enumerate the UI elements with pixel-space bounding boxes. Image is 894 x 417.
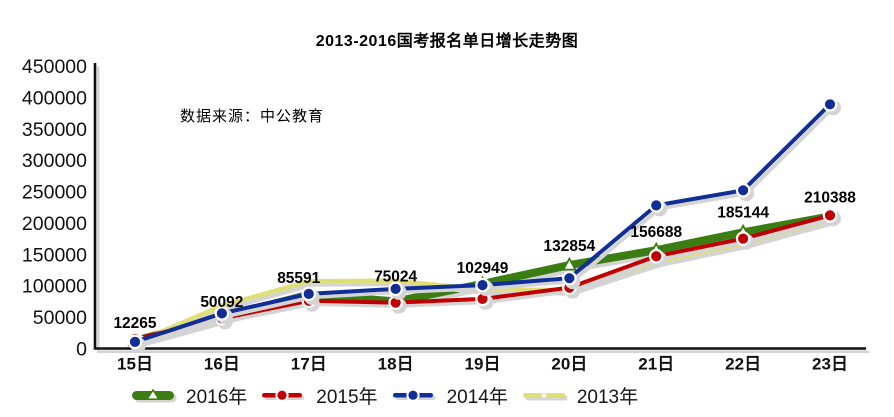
value-label: 12265 (113, 315, 156, 332)
value-label: 75024 (374, 268, 417, 285)
value-label: 210388 (804, 189, 856, 206)
y-tick-label: 400000 (22, 87, 87, 109)
legend: 2016年 2015年 2014年 2013年 (130, 382, 638, 409)
y-tick-label: 100000 (22, 276, 87, 298)
y-tick-label: 150000 (22, 244, 87, 266)
y-tick-label: 450000 (22, 56, 87, 78)
legend-marker-icon (262, 388, 305, 402)
data-point-marker (735, 231, 751, 246)
data-point-marker (648, 248, 664, 264)
value-labels: 12265 50092 85591 75024 102949 132854 156688 18… (113, 189, 856, 331)
value-label: 132854 (544, 238, 596, 255)
axis-shadow (96, 66, 870, 353)
x-tick-label: 21日 (638, 355, 674, 374)
legend-item-2016年: 2016年 (130, 382, 247, 409)
x-tick-label: 16日 (204, 355, 240, 374)
legend-item-2015年: 2015年 (260, 382, 378, 409)
data-point-marker (214, 306, 230, 321)
data-point-marker (648, 198, 664, 213)
y-tick-label: 300000 (22, 150, 87, 172)
x-tick-label: 19日 (465, 355, 501, 374)
data-point-marker (562, 270, 577, 286)
data-point-marker (127, 334, 143, 350)
legend-label: 2015年 (316, 387, 378, 408)
data-point-marker (822, 96, 838, 112)
y-tick-label: 50000 (33, 307, 87, 329)
axes (93, 63, 866, 350)
chart-title: 2013-2016国考报名单日增长走势图 (315, 33, 579, 50)
data-point-marker (822, 208, 838, 223)
legend-label: 2013年 (576, 387, 639, 408)
data-point-marker (735, 183, 751, 198)
data-point-marker (561, 256, 577, 271)
y-tick-label: 250000 (22, 182, 87, 204)
data-source-note: 数据来源：中公教育 (180, 108, 325, 125)
series-2016年 (127, 208, 838, 349)
x-tick-label: 17日 (291, 355, 327, 374)
legend-marker-icon (392, 388, 436, 402)
y-tick-label: 200000 (22, 213, 87, 235)
value-label: 85591 (277, 270, 320, 287)
x-tick-label: 22日 (725, 355, 761, 374)
data-point-marker (301, 286, 317, 302)
x-axis-labels: 15日 16日 17日 18日 19日 20日 21日 22日 23日 (117, 355, 848, 374)
y-axis-labels: 0 50000 100000 150000 200000 250000 300000 3500… (22, 56, 87, 361)
y-tick-label: 350000 (22, 119, 87, 141)
legend-item-2014年: 2014年 (391, 382, 508, 409)
legend-label: 2016年 (186, 387, 248, 408)
series-2014年 (127, 96, 841, 353)
legend-marker-icon (522, 393, 568, 401)
x-tick-label: 23日 (812, 355, 848, 374)
y-tick-label: 0 (76, 339, 87, 361)
value-label: 185144 (717, 204, 769, 221)
x-tick-label: 18日 (378, 355, 414, 374)
value-label: 50092 (200, 294, 243, 311)
value-label: 102949 (457, 260, 509, 277)
data-point-marker (388, 281, 403, 297)
value-label: 156688 (630, 224, 682, 241)
x-tick-label: 20日 (551, 355, 587, 374)
x-tick-label: 15日 (117, 355, 153, 374)
legend-marker-icon (132, 388, 177, 403)
legend-label: 2014年 (446, 387, 508, 408)
data-point-marker (475, 277, 490, 293)
legend-item-2013年: 2013年 (521, 382, 638, 409)
